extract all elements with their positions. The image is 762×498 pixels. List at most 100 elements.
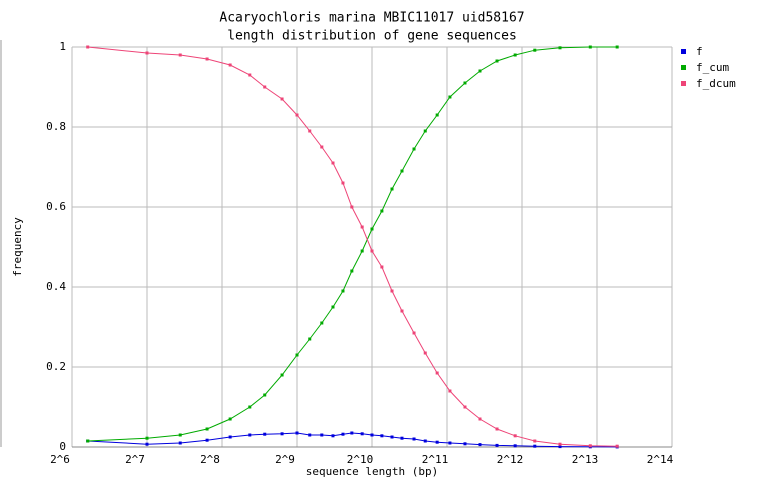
x-tick-label: 2^10 bbox=[347, 453, 374, 466]
point bbox=[360, 432, 364, 436]
point bbox=[513, 53, 517, 57]
point bbox=[495, 59, 499, 63]
point bbox=[248, 405, 252, 409]
point bbox=[295, 431, 299, 435]
point bbox=[341, 181, 345, 185]
point bbox=[263, 393, 267, 397]
point bbox=[400, 309, 404, 313]
point bbox=[533, 444, 537, 448]
point bbox=[495, 443, 499, 447]
x-tick-label: 2^6 bbox=[50, 453, 70, 466]
point bbox=[280, 432, 284, 436]
point bbox=[86, 439, 90, 443]
point bbox=[390, 289, 394, 293]
point bbox=[448, 95, 452, 99]
point bbox=[228, 435, 232, 439]
point bbox=[178, 433, 182, 437]
point bbox=[370, 433, 374, 437]
x-tick-label: 2^11 bbox=[422, 453, 449, 466]
point bbox=[435, 440, 439, 444]
point bbox=[380, 434, 384, 438]
legend-label: f_cum bbox=[696, 61, 729, 74]
point bbox=[478, 443, 482, 447]
point bbox=[341, 289, 345, 293]
point bbox=[478, 69, 482, 73]
y-tick-label: 0 bbox=[59, 440, 66, 453]
point bbox=[615, 45, 619, 49]
point bbox=[145, 51, 149, 55]
point bbox=[331, 305, 335, 309]
point bbox=[463, 405, 467, 409]
point bbox=[412, 331, 416, 335]
point bbox=[248, 433, 252, 437]
point bbox=[412, 437, 416, 441]
point bbox=[205, 57, 209, 61]
point bbox=[320, 321, 324, 325]
chart-title: Acaryochloris marina MBIC11017 uid58167 bbox=[219, 11, 524, 26]
point bbox=[463, 442, 467, 446]
point bbox=[533, 48, 537, 52]
legend-marker bbox=[681, 65, 686, 70]
point bbox=[145, 436, 149, 440]
point bbox=[423, 351, 427, 355]
point bbox=[390, 187, 394, 191]
point bbox=[533, 439, 537, 443]
point bbox=[370, 227, 374, 231]
point bbox=[205, 438, 209, 442]
y-tick-label: 1 bbox=[59, 40, 66, 53]
x-tick-label: 2^8 bbox=[200, 453, 220, 466]
point bbox=[308, 433, 312, 437]
point bbox=[308, 129, 312, 133]
point bbox=[320, 145, 324, 149]
point bbox=[400, 436, 404, 440]
point bbox=[350, 431, 354, 435]
point bbox=[448, 441, 452, 445]
point bbox=[513, 444, 517, 448]
point bbox=[423, 129, 427, 133]
point bbox=[588, 45, 592, 49]
point bbox=[558, 445, 562, 449]
point bbox=[380, 265, 384, 269]
point bbox=[280, 373, 284, 377]
point bbox=[263, 85, 267, 89]
series-line bbox=[87, 46, 618, 442]
y-tick-label: 0.8 bbox=[46, 120, 66, 133]
point bbox=[558, 442, 562, 446]
legend-marker bbox=[681, 81, 686, 86]
x-tick-label: 2^14 bbox=[647, 453, 674, 466]
point bbox=[331, 161, 335, 165]
point bbox=[178, 441, 182, 445]
point bbox=[350, 205, 354, 209]
x-tick-label: 2^13 bbox=[572, 453, 599, 466]
point bbox=[513, 434, 517, 438]
point bbox=[263, 432, 267, 436]
point bbox=[178, 53, 182, 57]
y-tick-label: 0.4 bbox=[46, 280, 66, 293]
point bbox=[588, 444, 592, 448]
point bbox=[360, 225, 364, 229]
point bbox=[320, 433, 324, 437]
point bbox=[331, 434, 335, 438]
y-tick-label: 0.2 bbox=[46, 360, 66, 373]
point bbox=[228, 63, 232, 67]
point bbox=[448, 389, 452, 393]
series-line bbox=[87, 46, 618, 447]
point bbox=[86, 45, 90, 49]
point bbox=[495, 427, 499, 431]
point bbox=[400, 169, 404, 173]
point bbox=[463, 81, 467, 85]
point bbox=[478, 417, 482, 421]
y-tick-label: 0.6 bbox=[46, 200, 66, 213]
point bbox=[370, 249, 374, 253]
point bbox=[280, 97, 284, 101]
point bbox=[435, 113, 439, 117]
series-line bbox=[87, 432, 618, 448]
point bbox=[295, 113, 299, 117]
point bbox=[228, 417, 232, 421]
legend-marker bbox=[681, 49, 686, 54]
point bbox=[295, 353, 299, 357]
x-tick-label: 2^7 bbox=[125, 453, 145, 466]
point bbox=[558, 46, 562, 50]
